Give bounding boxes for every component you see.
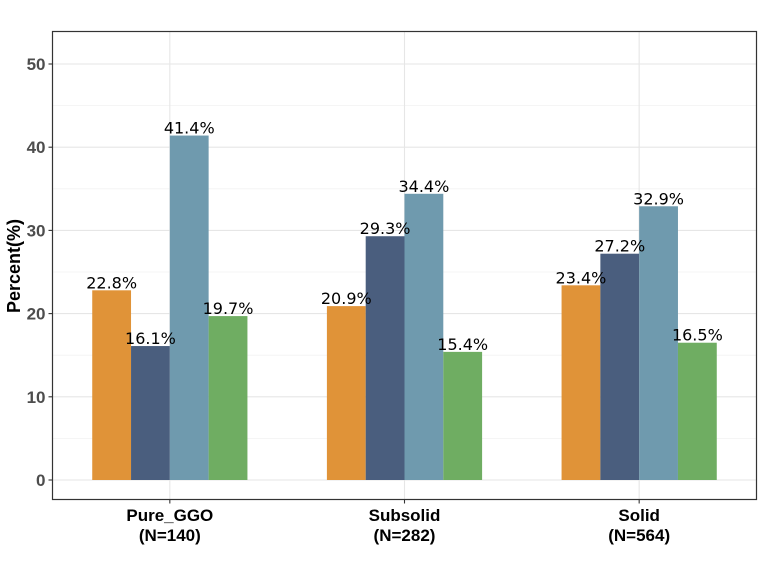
data-label: 34.4% — [398, 177, 449, 196]
data-label: 20.9% — [321, 289, 372, 308]
bar — [404, 193, 444, 481]
data-label: 15.4% — [437, 335, 488, 354]
bar — [600, 253, 640, 480]
y-tick-label: 30 — [27, 221, 46, 240]
data-label: 19.7% — [203, 299, 254, 318]
x-tick-count: (N=564) — [608, 526, 670, 545]
data-label: 32.9% — [633, 189, 684, 208]
bar — [443, 351, 483, 480]
data-label: 41.4% — [164, 119, 215, 138]
bar — [561, 285, 601, 480]
data-label: 16.1% — [125, 329, 176, 348]
x-tick-label: Pure_GGO — [126, 506, 213, 525]
y-tick-label: 50 — [27, 55, 46, 74]
bars — [92, 135, 717, 481]
bar — [365, 236, 405, 480]
y-axis: 0 10 20 30 40 50 — [27, 55, 53, 490]
bar — [92, 290, 132, 480]
bar — [131, 346, 170, 480]
y-tick-label: 40 — [27, 138, 46, 157]
data-label: 23.4% — [556, 268, 607, 287]
data-label: 16.5% — [672, 326, 723, 345]
bar — [677, 342, 717, 480]
data-labels: 22.8% 20.9% 23.4% 16.1% 29.3% 27.2% 41.4% 34.4%… — [86, 119, 723, 354]
data-label: 29.3% — [360, 219, 411, 238]
y-tick-label: 0 — [36, 471, 45, 490]
x-tick-count: (N=140) — [139, 526, 201, 545]
data-label: 22.8% — [86, 273, 137, 292]
x-tick-label: Subsolid — [369, 506, 441, 525]
bar — [639, 206, 678, 480]
data-label: 27.2% — [594, 237, 645, 256]
y-axis-title: Percent(%) — [4, 219, 24, 313]
bar — [208, 316, 248, 480]
y-tick-label: 10 — [27, 388, 46, 407]
y-tick-label: 20 — [27, 305, 46, 324]
bar — [169, 135, 209, 480]
x-tick-label: Solid — [618, 506, 660, 525]
bar — [326, 306, 366, 480]
x-tick-count: (N=282) — [374, 526, 436, 545]
x-axis: Pure_GGO(N=140) Subsolid(N=282) Solid(N=56… — [126, 499, 670, 545]
